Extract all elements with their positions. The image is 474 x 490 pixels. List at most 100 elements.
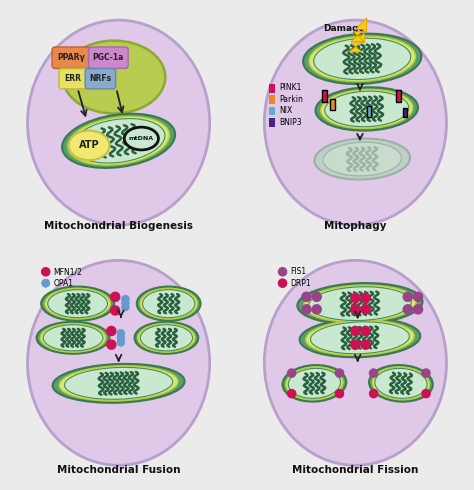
Circle shape bbox=[403, 292, 412, 301]
Circle shape bbox=[107, 326, 116, 336]
FancyBboxPatch shape bbox=[269, 118, 275, 127]
Text: ATP: ATP bbox=[79, 140, 100, 150]
Circle shape bbox=[121, 295, 129, 303]
FancyBboxPatch shape bbox=[269, 84, 275, 93]
Ellipse shape bbox=[314, 38, 411, 79]
Ellipse shape bbox=[309, 287, 411, 320]
Ellipse shape bbox=[323, 142, 401, 176]
Ellipse shape bbox=[45, 288, 110, 319]
Circle shape bbox=[121, 299, 129, 307]
Text: Parkin: Parkin bbox=[279, 95, 303, 104]
FancyBboxPatch shape bbox=[322, 90, 328, 102]
Ellipse shape bbox=[303, 34, 421, 84]
Ellipse shape bbox=[310, 322, 410, 354]
Circle shape bbox=[336, 369, 344, 377]
Ellipse shape bbox=[143, 290, 195, 318]
Circle shape bbox=[351, 340, 360, 349]
Ellipse shape bbox=[309, 36, 416, 81]
Circle shape bbox=[370, 369, 378, 377]
Ellipse shape bbox=[321, 89, 413, 128]
Circle shape bbox=[403, 305, 412, 314]
Circle shape bbox=[288, 390, 296, 398]
Circle shape bbox=[278, 268, 287, 276]
Ellipse shape bbox=[40, 323, 106, 352]
Ellipse shape bbox=[43, 325, 103, 351]
Ellipse shape bbox=[59, 366, 178, 401]
Text: Damage: Damage bbox=[323, 24, 365, 33]
Circle shape bbox=[117, 339, 125, 346]
Text: PGC-1a: PGC-1a bbox=[92, 53, 124, 62]
Text: FIS1: FIS1 bbox=[291, 267, 307, 276]
Ellipse shape bbox=[288, 368, 340, 398]
Ellipse shape bbox=[62, 114, 175, 168]
Ellipse shape bbox=[297, 283, 422, 324]
Ellipse shape bbox=[140, 288, 197, 319]
Ellipse shape bbox=[325, 91, 409, 127]
Text: Mitochondrial Fission: Mitochondrial Fission bbox=[292, 465, 419, 475]
Circle shape bbox=[351, 305, 360, 314]
Circle shape bbox=[370, 390, 378, 398]
Text: BNIP3: BNIP3 bbox=[279, 118, 302, 126]
Ellipse shape bbox=[48, 290, 108, 318]
FancyBboxPatch shape bbox=[269, 107, 275, 115]
Ellipse shape bbox=[316, 87, 418, 131]
Text: Mitophagy: Mitophagy bbox=[324, 221, 387, 231]
Circle shape bbox=[351, 294, 360, 302]
Ellipse shape bbox=[264, 20, 447, 225]
Ellipse shape bbox=[306, 320, 414, 355]
Ellipse shape bbox=[72, 119, 165, 163]
Text: OPA1: OPA1 bbox=[54, 279, 73, 288]
Ellipse shape bbox=[375, 368, 427, 398]
Ellipse shape bbox=[300, 318, 420, 357]
Circle shape bbox=[107, 340, 116, 349]
FancyBboxPatch shape bbox=[89, 47, 128, 69]
Polygon shape bbox=[348, 33, 365, 52]
Circle shape bbox=[302, 292, 311, 301]
Text: MFN1/2: MFN1/2 bbox=[54, 267, 82, 276]
FancyBboxPatch shape bbox=[403, 108, 407, 117]
Circle shape bbox=[117, 329, 125, 337]
Circle shape bbox=[361, 340, 370, 349]
Circle shape bbox=[110, 292, 120, 301]
FancyBboxPatch shape bbox=[52, 47, 90, 69]
Ellipse shape bbox=[53, 364, 184, 403]
Ellipse shape bbox=[140, 325, 192, 351]
FancyBboxPatch shape bbox=[59, 69, 87, 89]
Circle shape bbox=[288, 369, 296, 377]
Ellipse shape bbox=[264, 260, 447, 466]
Circle shape bbox=[413, 292, 423, 301]
Ellipse shape bbox=[124, 127, 158, 150]
Circle shape bbox=[361, 326, 370, 336]
Circle shape bbox=[312, 305, 321, 314]
Circle shape bbox=[351, 326, 360, 336]
Text: PPARγ: PPARγ bbox=[57, 53, 85, 62]
Circle shape bbox=[302, 305, 311, 314]
Ellipse shape bbox=[372, 367, 429, 400]
Text: PINK1: PINK1 bbox=[279, 83, 301, 93]
Text: mtDNA: mtDNA bbox=[129, 136, 154, 141]
Polygon shape bbox=[351, 18, 367, 42]
Ellipse shape bbox=[369, 365, 433, 402]
FancyBboxPatch shape bbox=[396, 90, 401, 102]
Text: NRFs: NRFs bbox=[89, 74, 111, 83]
FancyBboxPatch shape bbox=[330, 99, 336, 110]
Text: ERR: ERR bbox=[64, 74, 82, 83]
Circle shape bbox=[413, 305, 423, 314]
Ellipse shape bbox=[138, 323, 195, 352]
Ellipse shape bbox=[41, 287, 114, 321]
Text: NIX: NIX bbox=[279, 106, 292, 115]
Circle shape bbox=[336, 390, 344, 398]
Ellipse shape bbox=[314, 139, 410, 179]
Circle shape bbox=[278, 279, 287, 287]
Ellipse shape bbox=[283, 365, 346, 402]
Text: Mitochondrial Biogenesis: Mitochondrial Biogenesis bbox=[44, 221, 193, 231]
Text: Mitochondrial Fusion: Mitochondrial Fusion bbox=[57, 465, 180, 475]
Ellipse shape bbox=[27, 20, 210, 225]
Ellipse shape bbox=[137, 287, 201, 321]
FancyBboxPatch shape bbox=[85, 69, 116, 89]
Ellipse shape bbox=[135, 322, 198, 354]
Ellipse shape bbox=[36, 322, 109, 354]
Circle shape bbox=[361, 294, 370, 302]
Circle shape bbox=[361, 305, 370, 314]
Circle shape bbox=[121, 303, 129, 311]
